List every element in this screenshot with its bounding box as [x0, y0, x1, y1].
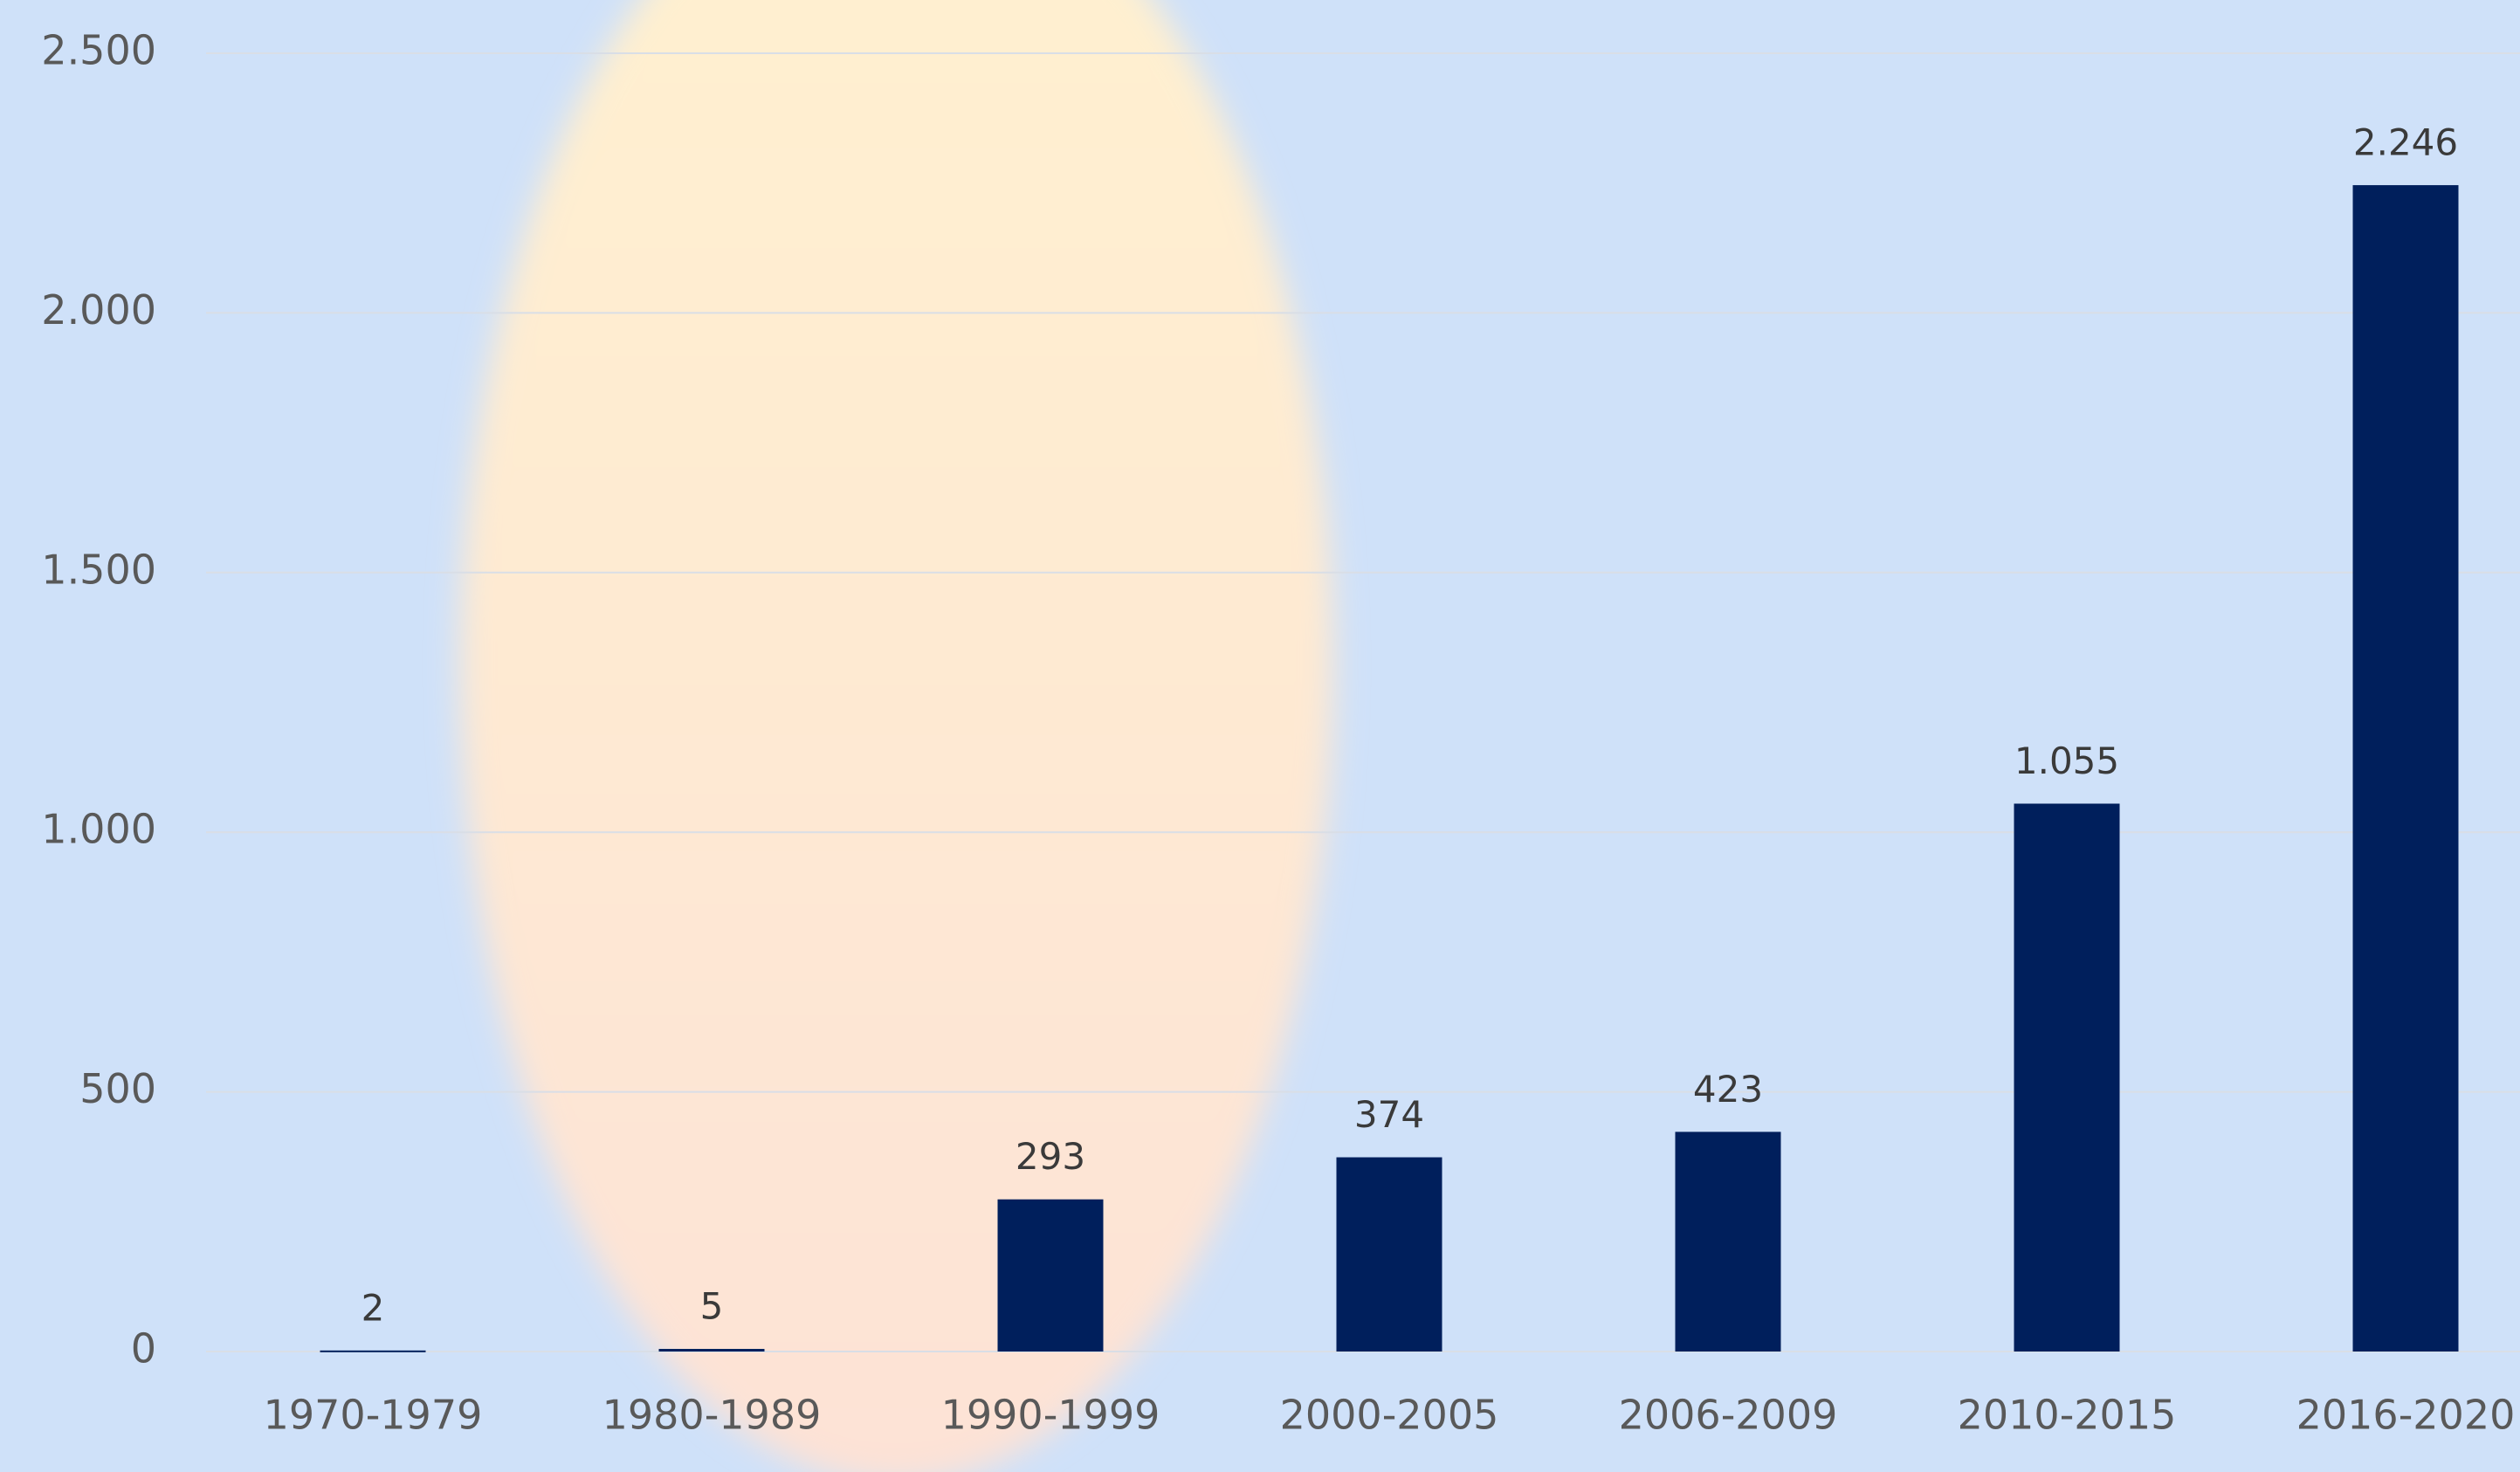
data-label: 374	[1354, 1093, 1424, 1136]
y-tick-label: 0	[131, 1325, 156, 1372]
x-tick-label: 2000-2005	[1280, 1392, 1499, 1439]
data-label: 2.246	[2353, 121, 2458, 164]
data-label: 423	[1693, 1068, 1763, 1111]
bar	[2352, 185, 2459, 1352]
x-tick-label: 2016-2020	[2296, 1392, 2516, 1439]
background-glow	[460, 0, 1333, 1472]
y-tick-label: 500	[79, 1065, 156, 1112]
data-label: 5	[700, 1285, 724, 1328]
bar	[2014, 803, 2120, 1352]
y-tick-label: 2.500	[41, 27, 156, 74]
bar	[997, 1199, 1104, 1352]
x-tick-label: 1970-1979	[264, 1392, 483, 1439]
data-label: 293	[1016, 1135, 1085, 1178]
bar	[1675, 1132, 1781, 1352]
y-tick-label: 2.000	[41, 286, 156, 334]
y-tick-label: 1.000	[41, 806, 156, 853]
x-tick-label: 1980-1989	[602, 1392, 822, 1439]
data-label: 1.055	[2014, 739, 2119, 782]
bar	[1336, 1157, 1442, 1352]
bar	[320, 1350, 426, 1352]
data-label: 2	[361, 1286, 385, 1329]
x-tick-label: 1990-1999	[941, 1392, 1160, 1439]
y-tick-label: 1.500	[41, 546, 156, 593]
x-tick-label: 2006-2009	[1619, 1392, 1838, 1439]
bar	[658, 1349, 765, 1352]
x-tick-label: 2010-2015	[1958, 1392, 2177, 1439]
